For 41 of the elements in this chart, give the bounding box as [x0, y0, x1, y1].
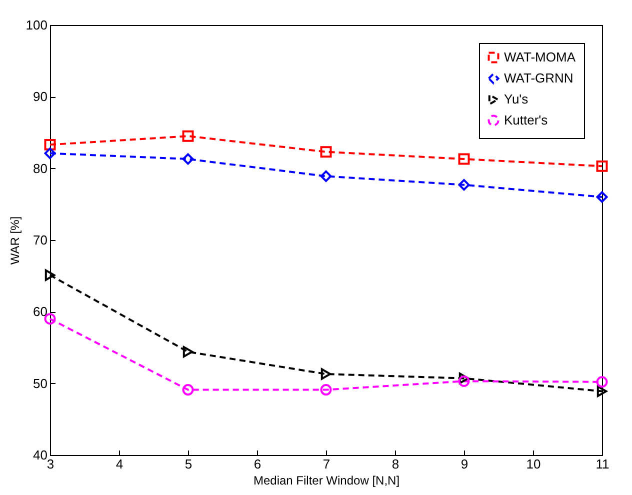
x-tick-label: 4: [116, 456, 124, 472]
x-tick-label: 5: [184, 456, 192, 472]
legend-label: WAT-GRNN: [504, 70, 574, 86]
x-tick-label: 10: [526, 456, 541, 472]
point: [44, 148, 56, 160]
legend-label: Kutter's: [504, 112, 548, 128]
point: [182, 153, 194, 165]
point: [458, 179, 470, 191]
y-tick-label: 40: [33, 448, 48, 462]
y-tick-label: 80: [33, 160, 48, 176]
point: [458, 372, 470, 384]
x-tick-label: 3: [46, 456, 54, 472]
y-tick-label: 90: [33, 89, 48, 104]
point: [320, 368, 332, 380]
x-tick-label: 9: [460, 456, 468, 472]
x-tick-label: 6: [254, 456, 262, 472]
y-tick-label: 50: [33, 376, 48, 391]
point: [596, 160, 608, 172]
point: [596, 376, 608, 388]
x-tick-label: 11: [596, 456, 610, 472]
x-tick-label: 7: [322, 456, 330, 472]
point: [182, 130, 194, 142]
point: [44, 138, 56, 150]
point: [320, 170, 332, 182]
y-tick-label: 70: [33, 232, 48, 248]
point: [320, 384, 332, 396]
x-axis-title: Median Filter Window [N,N]: [253, 474, 400, 488]
point: [182, 346, 194, 358]
point: [458, 375, 470, 387]
point: [320, 146, 332, 158]
point: [596, 385, 608, 397]
point: [458, 153, 470, 165]
x-tick-label: 8: [392, 456, 400, 472]
y-axis-title: WAR [%]: [8, 216, 22, 265]
point: [182, 384, 194, 396]
legend-label: Yu's: [504, 92, 529, 106]
legend-label: WAT-MOMA: [504, 50, 576, 64]
y-tick-label: 100: [26, 18, 48, 32]
y-tick-label: 60: [33, 304, 48, 320]
point: [44, 269, 56, 281]
point: [596, 191, 608, 203]
